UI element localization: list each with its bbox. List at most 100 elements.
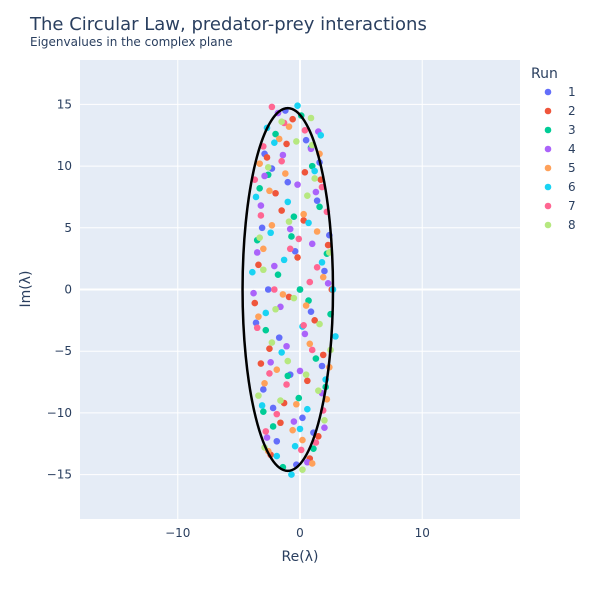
- data-point: [273, 410, 281, 418]
- data-point: [271, 286, 278, 293]
- data-point: [307, 308, 315, 316]
- data-point: [256, 160, 263, 167]
- legend-item-1[interactable]: 1: [544, 85, 576, 99]
- data-point: [256, 185, 263, 192]
- data-point: [301, 127, 309, 134]
- data-point: [318, 362, 326, 370]
- data-point: [260, 408, 267, 415]
- legend-item-4[interactable]: 4: [544, 142, 576, 156]
- data-point: [261, 379, 268, 387]
- data-point: [272, 305, 279, 313]
- data-point: [310, 445, 317, 452]
- legend[interactable]: Run 1 2 3 4 5 6 7 8: [531, 66, 576, 232]
- data-point: [264, 164, 272, 171]
- legend-label: 6: [568, 180, 576, 194]
- data-point: [308, 346, 316, 354]
- data-point: [294, 181, 301, 188]
- data-point: [251, 299, 259, 307]
- legend-marker: [544, 126, 552, 134]
- data-point: [266, 345, 273, 353]
- data-point: [263, 434, 271, 441]
- circular-law-boundary: [241, 106, 335, 473]
- data-point: [301, 168, 309, 176]
- data-point: [272, 130, 279, 138]
- data-point: [324, 280, 332, 287]
- data-point: [290, 418, 298, 425]
- data-point: [284, 357, 292, 365]
- data-point: [332, 333, 339, 340]
- data-point: [252, 319, 260, 327]
- legend-item-7[interactable]: 7: [544, 199, 576, 213]
- legend-item-3[interactable]: 3: [544, 123, 576, 137]
- data-point: [278, 118, 285, 125]
- legend-marker: [544, 88, 552, 96]
- x-axis-title: Re(λ): [282, 549, 319, 565]
- data-point: [297, 446, 305, 454]
- legend-item-2[interactable]: 2: [544, 104, 576, 118]
- data-point: [302, 136, 310, 144]
- legend-item-8[interactable]: 8: [544, 218, 576, 232]
- data-point: [262, 326, 270, 334]
- data-point: [299, 466, 306, 473]
- data-point: [263, 154, 271, 161]
- legend-label: 2: [568, 104, 576, 118]
- legend-label: 3: [568, 123, 576, 137]
- legend-item-6[interactable]: 6: [544, 180, 576, 194]
- y-tick-label: −10: [47, 406, 72, 420]
- x-tick-label: −10: [165, 526, 190, 540]
- data-point: [319, 273, 327, 281]
- data-point: [306, 340, 314, 348]
- data-point: [257, 212, 265, 219]
- data-point: [300, 210, 307, 218]
- data-point: [321, 267, 328, 275]
- data-point: [284, 178, 292, 186]
- data-point: [273, 366, 281, 374]
- data-point: [285, 123, 293, 130]
- data-point: [260, 386, 267, 393]
- data-point: [289, 426, 296, 434]
- data-point: [253, 324, 261, 332]
- data-point: [277, 303, 284, 311]
- data-point: [296, 286, 304, 293]
- legend-label: 5: [568, 161, 576, 175]
- data-point: [308, 240, 316, 248]
- legend-marker: [544, 221, 552, 229]
- series-2: [251, 115, 336, 462]
- data-point: [255, 392, 262, 399]
- data-point: [262, 428, 270, 435]
- data-point: [304, 405, 311, 413]
- series-5: [255, 123, 333, 467]
- data-point: [272, 189, 279, 197]
- data-point: [293, 400, 300, 408]
- data-point: [321, 424, 328, 431]
- data-point: [313, 263, 321, 271]
- data-point: [304, 377, 311, 385]
- data-point: [257, 360, 265, 367]
- data-point: [291, 442, 299, 450]
- data-point: [283, 342, 290, 350]
- legend-marker: [544, 202, 552, 210]
- data-point: [269, 404, 277, 412]
- data-point: [288, 471, 295, 478]
- data-point: [311, 167, 318, 175]
- data-point: [278, 157, 285, 165]
- data-point: [295, 235, 303, 243]
- data-point: [273, 437, 281, 445]
- legend-marker: [544, 164, 552, 172]
- data-point: [261, 172, 268, 180]
- tick-labels: −10 0 10 −15 −10 −5 0 5 10 15: [47, 97, 430, 540]
- legend-item-5[interactable]: 5: [544, 161, 576, 175]
- data-point: [284, 198, 292, 206]
- data-point: [277, 419, 284, 427]
- data-point: [290, 294, 298, 302]
- y-tick-label: 0: [64, 283, 72, 297]
- data-point: [296, 425, 304, 433]
- data-point: [266, 370, 273, 377]
- data-point: [286, 225, 294, 233]
- data-point: [269, 423, 277, 430]
- data-point: [291, 247, 299, 255]
- data-point: [268, 103, 276, 111]
- data-point: [275, 334, 283, 341]
- data-point: [300, 321, 307, 329]
- legend-label: 1: [568, 85, 576, 99]
